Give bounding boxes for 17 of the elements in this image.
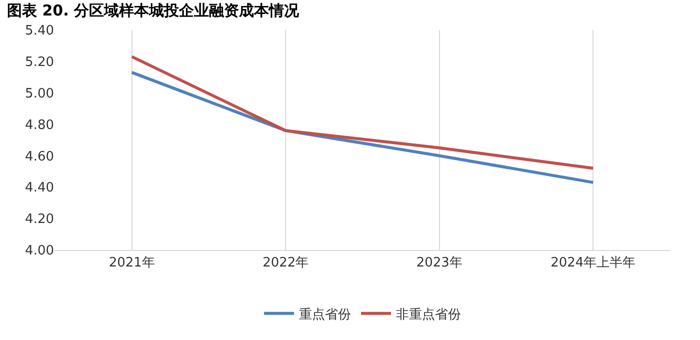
legend-label: 非重点省份 bbox=[396, 307, 461, 322]
x-tick-label: 2022年 bbox=[262, 256, 309, 271]
y-tick-label: 5.00 bbox=[25, 86, 54, 102]
y-tick-label: 4.20 bbox=[25, 212, 54, 228]
x-tick-label: 2023年 bbox=[416, 256, 462, 271]
line-series bbox=[130, 55, 595, 170]
legend-label: 重点省份 bbox=[299, 307, 351, 322]
y-tick-label: 4.40 bbox=[25, 180, 54, 196]
y-tick-label: 5.40 bbox=[25, 24, 54, 39]
chart-title: 图表 20. 分区域样本城投企业融资成本情况 bbox=[7, 2, 300, 20]
y-tick-label: 4.60 bbox=[25, 149, 54, 164]
x-tick-label: 2021年 bbox=[108, 256, 155, 271]
y-tick-label: 4.80 bbox=[25, 118, 54, 133]
x-tick-label: 2024年上半年 bbox=[550, 256, 636, 271]
y-tick-label: 5.20 bbox=[25, 54, 54, 70]
y-tick-label: 4.00 bbox=[25, 244, 54, 259]
line-series bbox=[130, 70, 595, 184]
